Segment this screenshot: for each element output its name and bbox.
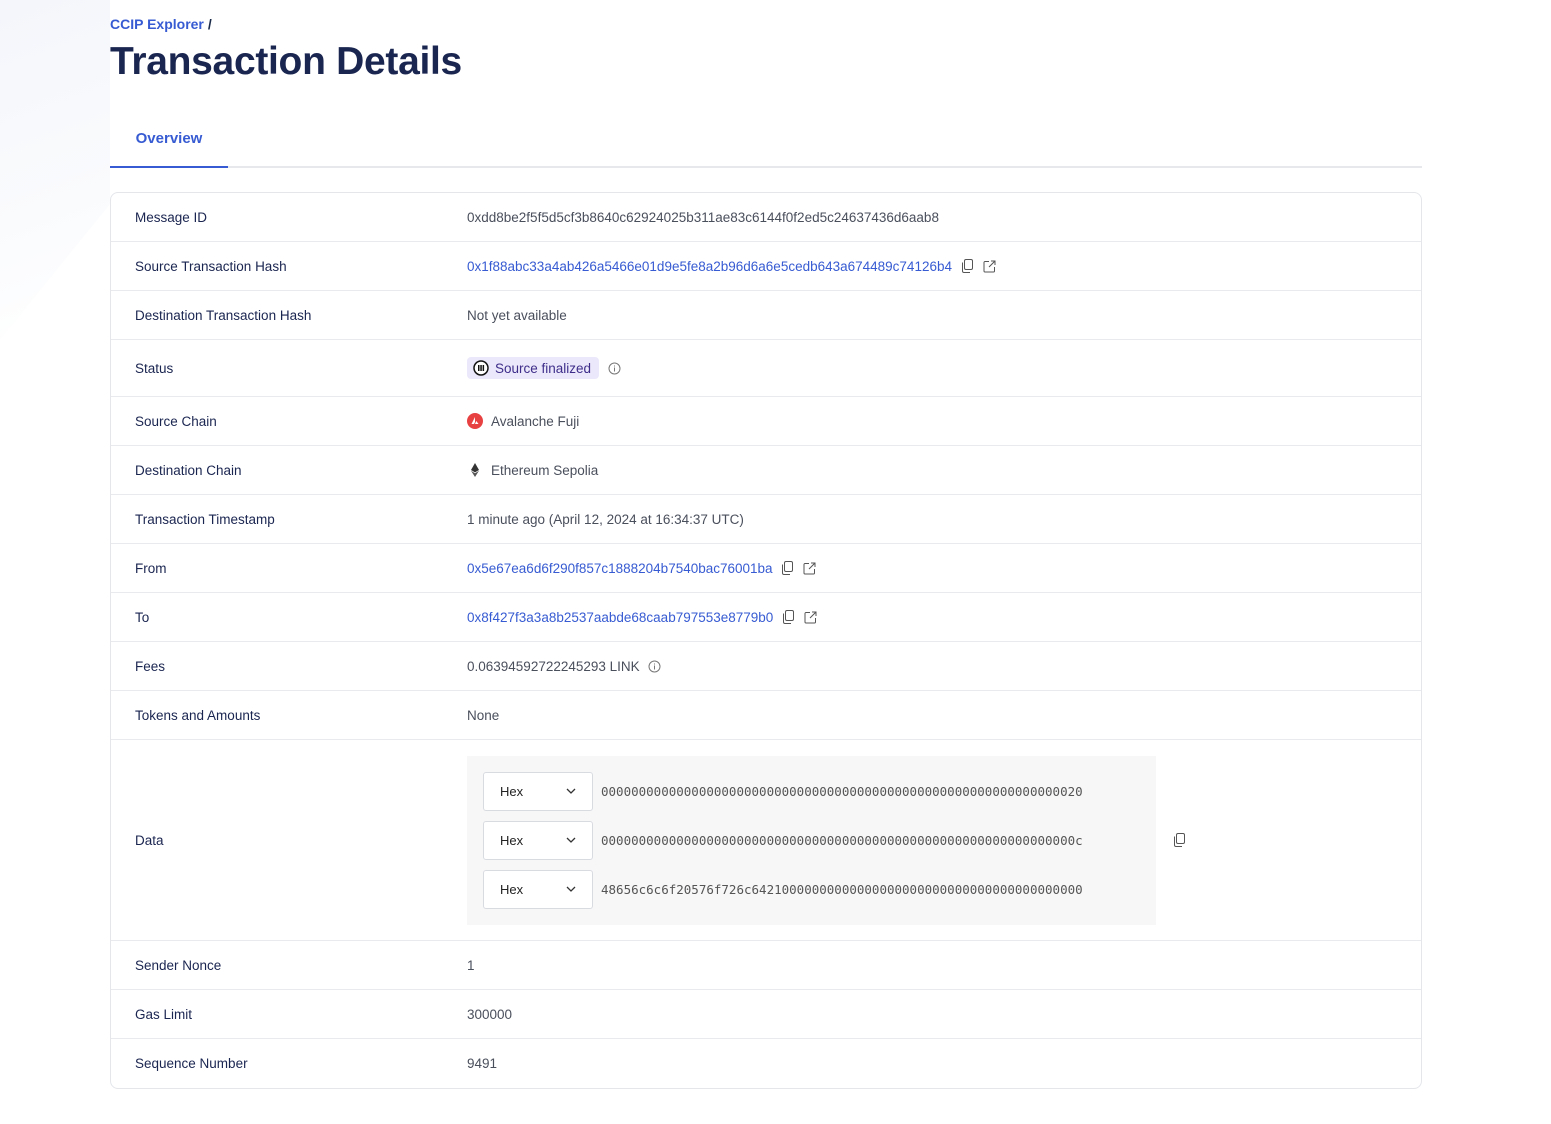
chevron-down-icon xyxy=(566,886,576,892)
label: Destination Chain xyxy=(135,462,242,478)
gas-limit-value: 300000 xyxy=(467,1006,513,1022)
row-fees: Fees 0.06394592722245293 LINK xyxy=(111,642,1421,691)
row-dest-tx: Destination Transaction Hash Not yet avai… xyxy=(111,291,1421,340)
message-id-value: 0xdd8be2f5f5d5cf3b8640c62924025b311ae83c… xyxy=(467,209,939,225)
label: Tokens and Amounts xyxy=(135,707,261,723)
ethereum-icon xyxy=(471,463,479,477)
format-select[interactable]: Hex xyxy=(483,771,593,811)
data-hex-value: 0000000000000000000000000000000000000000… xyxy=(601,783,1083,799)
dest-tx-value: Not yet available xyxy=(467,307,567,323)
status-text: Source finalized xyxy=(495,360,592,376)
row-data: Data Hex 00000000000000000000000000000000… xyxy=(111,740,1421,941)
fees-value: 0.06394592722245293 LINK xyxy=(467,658,640,674)
label: Gas Limit xyxy=(135,1006,193,1022)
copy-icon[interactable] xyxy=(781,610,795,624)
data-hex-value: 48656c6c6f20576f726c64210000000000000000… xyxy=(601,881,1083,897)
row-source-chain: Source Chain Avalanche Fuji xyxy=(111,397,1421,446)
avalanche-icon xyxy=(467,413,483,429)
label: Fees xyxy=(135,658,166,674)
from-address-link[interactable]: 0x5e67ea6d6f290f857c1888204b7540bac76001… xyxy=(467,560,773,576)
external-link-icon[interactable] xyxy=(982,259,996,273)
label: Source Chain xyxy=(135,413,217,429)
format-label: Hex xyxy=(500,881,524,897)
status-badge: Source finalized xyxy=(467,357,600,379)
tab-bar: Overview xyxy=(110,118,1422,168)
breadcrumb-separator: / xyxy=(207,16,212,32)
details-card: Message ID 0xdd8be2f5f5d5cf3b8640c6292402… xyxy=(110,192,1422,1089)
copy-icon[interactable] xyxy=(781,561,795,575)
format-label: Hex xyxy=(500,832,524,848)
row-gas-limit: Gas Limit 300000 xyxy=(111,990,1421,1039)
tokens-value: None xyxy=(467,707,500,723)
row-dest-chain: Destination Chain Ethereum Sepolia xyxy=(111,446,1421,495)
row-status: Status Source finalized xyxy=(111,340,1421,397)
row-from: From 0x5e67ea6d6f290f857c1888204b7540bac7… xyxy=(111,544,1421,593)
label: Status xyxy=(135,360,174,376)
source-chain-value: Avalanche Fuji xyxy=(491,413,580,429)
row-sequence: Sequence Number 9491 xyxy=(111,1039,1421,1088)
format-label: Hex xyxy=(500,783,524,799)
copy-icon[interactable] xyxy=(960,259,974,273)
background-decoration xyxy=(0,0,110,340)
format-select[interactable]: Hex xyxy=(483,869,593,909)
row-source-tx: Source Transaction Hash 0x1f88abc33a4ab42… xyxy=(111,242,1421,291)
external-link-icon[interactable] xyxy=(803,610,817,624)
dest-chain-value: Ethereum Sepolia xyxy=(491,462,599,478)
info-icon[interactable] xyxy=(607,361,621,375)
label: Message ID xyxy=(135,209,208,225)
label: Source Transaction Hash xyxy=(135,258,287,274)
label: Transaction Timestamp xyxy=(135,511,275,527)
status-progress-icon xyxy=(473,360,489,376)
label: Sequence Number xyxy=(135,1056,248,1071)
source-tx-link[interactable]: 0x1f88abc33a4ab426a5466e01d9e5fe8a2b96d6… xyxy=(467,258,952,274)
row-timestamp: Transaction Timestamp 1 minute ago (April… xyxy=(111,495,1421,544)
label: To xyxy=(135,609,150,625)
timestamp-value: 1 minute ago (April 12, 2024 at 16:34:37… xyxy=(467,511,744,527)
label: Data xyxy=(135,832,164,848)
format-select[interactable]: Hex xyxy=(483,820,593,860)
chevron-down-icon xyxy=(566,837,576,843)
row-nonce: Sender Nonce 1 xyxy=(111,941,1421,990)
row-to: To 0x8f427f3a3a8b2537aabde68caab797553e87… xyxy=(111,593,1421,642)
label: Sender Nonce xyxy=(135,957,222,973)
breadcrumb: CCIP Explorer / xyxy=(110,16,212,32)
data-line: Hex 0000000000000000000000000000000000000… xyxy=(483,820,1140,860)
page-title: Transaction Details xyxy=(110,40,462,83)
row-message-id: Message ID 0xdd8be2f5f5d5cf3b8640c6292402… xyxy=(111,193,1421,242)
data-hex-value: 0000000000000000000000000000000000000000… xyxy=(601,832,1083,848)
nonce-value: 1 xyxy=(467,957,475,973)
sequence-value: 9491 xyxy=(467,1056,498,1071)
data-line: Hex 0000000000000000000000000000000000000… xyxy=(483,771,1140,811)
external-link-icon[interactable] xyxy=(803,561,817,575)
label: From xyxy=(135,560,167,576)
label: Destination Transaction Hash xyxy=(135,307,312,323)
chevron-down-icon xyxy=(566,788,576,794)
tab-overview[interactable]: Overview xyxy=(110,118,228,168)
data-line: Hex 48656c6c6f20576f726c64210000000000000… xyxy=(483,869,1140,909)
copy-icon[interactable] xyxy=(1172,833,1186,847)
to-address-link[interactable]: 0x8f427f3a3a8b2537aabde68caab797553e8779… xyxy=(467,609,774,625)
breadcrumb-ccip-explorer[interactable]: CCIP Explorer xyxy=(110,16,204,32)
data-panel: Hex 0000000000000000000000000000000000000… xyxy=(467,755,1156,925)
row-tokens: Tokens and Amounts None xyxy=(111,691,1421,740)
info-icon[interactable] xyxy=(648,659,662,673)
